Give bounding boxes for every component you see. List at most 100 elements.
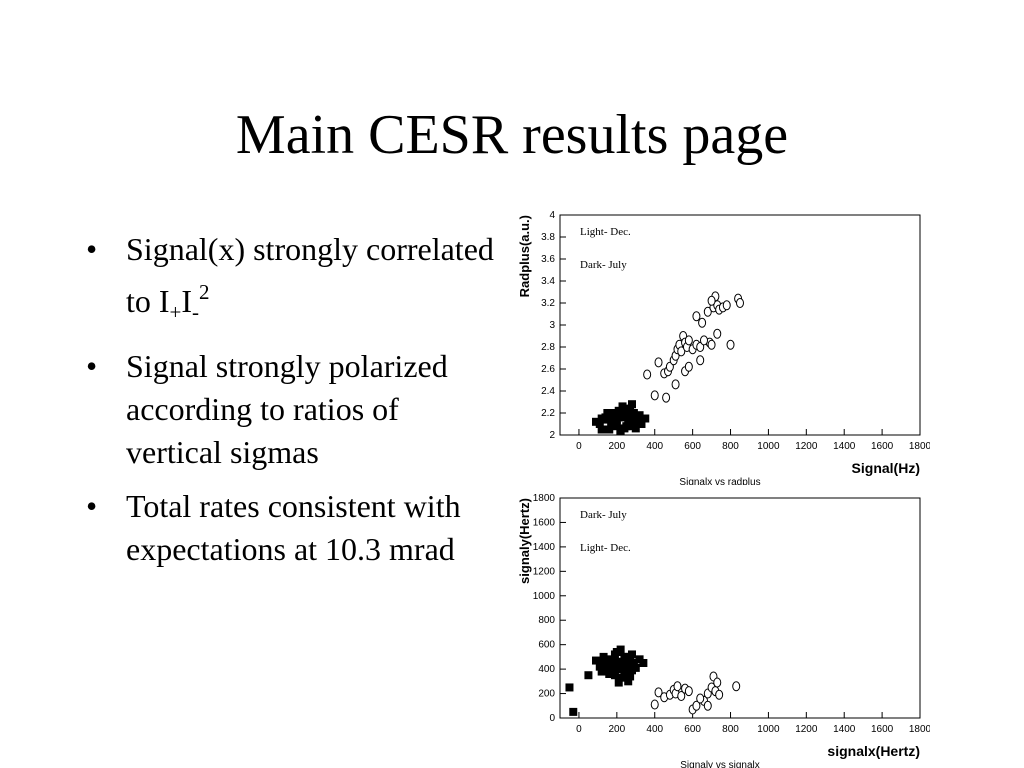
legend-entry: Dark- July [580, 259, 627, 271]
bullet-subscript: - [192, 300, 200, 324]
data-point-circle [722, 300, 731, 311]
y-tick-label: 3 [549, 320, 555, 331]
data-point-square [612, 648, 621, 656]
bullet-icon: • [86, 231, 98, 267]
data-point-square [610, 671, 619, 680]
data-point-square [620, 652, 629, 661]
x-tick-label: 0 [576, 724, 582, 735]
signaly-scatter-chart: 0 200 400 600 800 1000 1200 1400 1600 1800 0 200 400… [517, 493, 930, 768]
data-point-circle [698, 317, 707, 328]
data-point-square [592, 656, 600, 665]
data-point-square [629, 409, 638, 417]
y-tick-label: 1000 [533, 591, 556, 602]
data-point-square [618, 673, 627, 682]
data-point-square [607, 417, 616, 426]
x-tick-label: 1400 [833, 441, 856, 452]
data-point-circle [696, 342, 705, 352]
x-tick-label: 600 [684, 724, 701, 735]
data-point-square [603, 409, 612, 417]
bullet-icon: • [86, 348, 98, 384]
data-point-circle [700, 335, 708, 346]
data-point-square [626, 672, 635, 681]
data-point-circle [703, 700, 712, 711]
x-tick-label: 1800 [909, 724, 930, 735]
data-point-circle [643, 369, 652, 380]
y-axis-label: Radplus(a.u.) [517, 215, 532, 297]
data-point-square [620, 667, 629, 676]
y-tick-label: 3.8 [541, 232, 555, 243]
y-tick-label: 800 [538, 615, 555, 626]
x-tick-label: 1400 [833, 724, 856, 735]
data-point-square [618, 409, 627, 417]
bullet-list: • Signal(x) strongly correlated to I+I-2… [84, 228, 494, 582]
y-axis-label: signaly(Hertz) [517, 498, 532, 584]
data-point-circle [654, 357, 663, 368]
data-point-square [603, 656, 612, 665]
x-tick-label: 200 [608, 724, 625, 735]
x-tick-label: 600 [684, 441, 701, 452]
data-point-square [639, 659, 648, 667]
data-point-circle [707, 295, 716, 306]
x-tick-label: 1200 [795, 724, 818, 735]
y-tick-label: 1800 [533, 493, 556, 504]
data-point-square [584, 671, 593, 680]
data-point-circle [650, 390, 659, 401]
data-point-square [629, 659, 638, 667]
x-tick-label: 1000 [757, 724, 780, 735]
x-tick-label: 800 [722, 441, 739, 452]
x-tick-label: 400 [646, 441, 663, 452]
plot-frame [559, 214, 921, 436]
data-point-circle [684, 686, 693, 697]
bullet-text: Total rates consistent with expectations… [126, 488, 461, 567]
radplus-scatter-chart: 0 200 400 600 800 1000 1200 1400 1600 1800 2 2.2 2.4… [517, 210, 930, 485]
x-tick-label: 1200 [795, 441, 818, 452]
data-point-square [641, 414, 650, 423]
x-axis-label: Signal(Hz) [852, 460, 920, 476]
bullet-text: Signal strongly polarized according to r… [126, 348, 448, 470]
data-point-circle [703, 306, 712, 317]
data-point-square [605, 662, 614, 671]
x-tick-label: 800 [722, 724, 739, 735]
data-point-square [618, 402, 627, 411]
data-point-square [614, 678, 623, 687]
x-axis-label: signalx(Hertz) [827, 743, 920, 759]
y-tick-label: 200 [538, 689, 555, 700]
data-point-square [637, 420, 646, 428]
data-point-circle [707, 339, 716, 350]
data-point-square [565, 683, 574, 692]
bullet-text: Signal(x) strongly correlated to I [126, 231, 494, 319]
y-tick-label: 2.6 [541, 364, 555, 375]
data-point-square [597, 660, 606, 669]
chart-title: Signaly vs signalx [680, 760, 759, 768]
bullet-subscript: + [169, 300, 182, 324]
x-tick-label: 1800 [909, 441, 930, 452]
data-point-circle [654, 687, 663, 698]
bullet-superscript: 2 [199, 280, 210, 304]
data-point-square [616, 426, 625, 435]
data-point-circle [715, 689, 724, 700]
slide-title: Main CESR results page [235, 104, 789, 166]
data-point-square [614, 413, 623, 422]
data-point-circle [696, 355, 705, 366]
y-tick-label: 3.2 [541, 298, 555, 309]
data-point-square [597, 425, 606, 434]
bullet-item: • Signal(x) strongly correlated to I+I-2 [84, 228, 494, 334]
y-tick-label: 0 [549, 713, 555, 724]
x-tick-label: 200 [608, 441, 625, 452]
y-tick-label: 1600 [533, 517, 556, 528]
y-tick-label: 2 [549, 430, 555, 441]
y-tick-label: 1200 [533, 566, 556, 577]
data-point-square [628, 400, 636, 409]
data-point-square [605, 670, 614, 678]
data-point-circle [732, 681, 741, 692]
data-point-square [595, 420, 604, 428]
y-tick-label: 3.4 [541, 276, 555, 287]
data-point-square [631, 424, 640, 433]
data-point-square [610, 409, 619, 417]
data-point-square [631, 663, 640, 672]
bullet-item: • Total rates consistent with expectatio… [84, 485, 494, 571]
y-tick-label: 2.4 [541, 386, 555, 397]
x-tick-label: 1000 [757, 441, 780, 452]
legend-entry: Light- Dec. [580, 542, 631, 554]
bullet-text: I [181, 283, 193, 319]
